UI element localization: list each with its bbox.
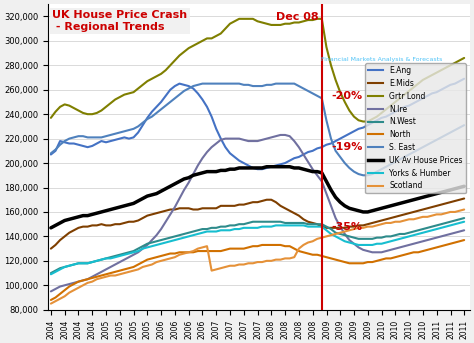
Text: -20%: -20% <box>331 91 362 101</box>
Text: Financial Markets Analysis & Forecasts: Financial Markets Analysis & Forecasts <box>321 57 443 62</box>
Text: MarketOracle.co.uk: MarketOracle.co.uk <box>328 27 436 37</box>
Text: -35%: -35% <box>331 222 362 232</box>
Legend: E.Ang, E.Mids, Grtr Lond, N.Ire, N.West, North, S. East, UK Av House Prices, Yor: E.Ang, E.Mids, Grtr Lond, N.Ire, N.West,… <box>365 63 466 193</box>
Text: UK House Price Crash
 - Regional Trends: UK House Price Crash - Regional Trends <box>52 10 188 32</box>
Text: Dec 08: Dec 08 <box>276 12 319 22</box>
Text: -19%: -19% <box>331 142 362 152</box>
